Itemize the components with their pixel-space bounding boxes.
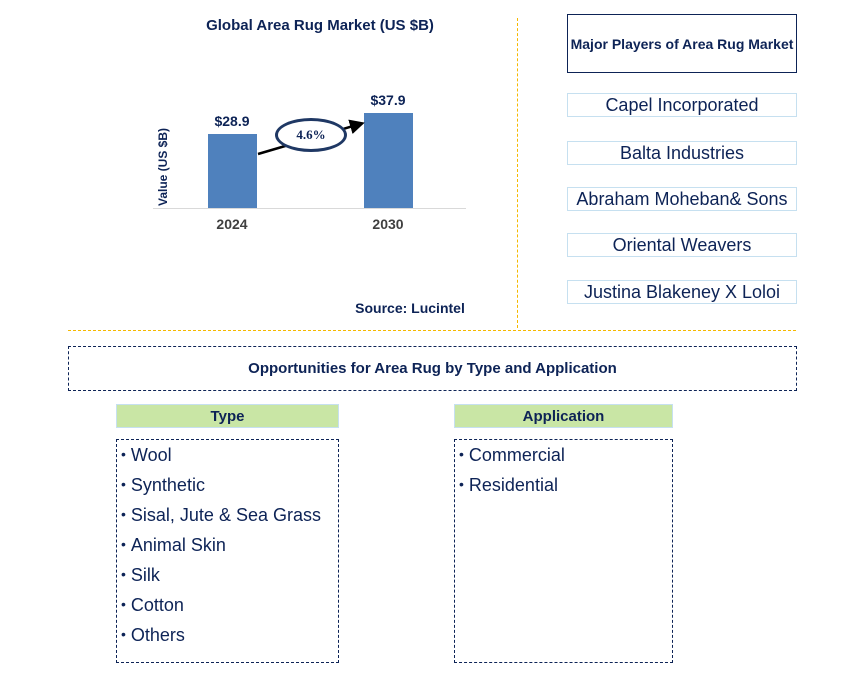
application-header: Application: [454, 404, 673, 428]
horizontal-divider: [68, 330, 796, 331]
source-label: Source: Lucintel: [355, 300, 465, 316]
type-list: Wool Synthetic Sisal, Jute & Sea Grass A…: [116, 439, 339, 663]
type-item: Silk: [117, 562, 338, 592]
player-item: Capel Incorporated: [567, 93, 797, 117]
opportunities-title: Opportunities for Area Rug by Type and A…: [68, 346, 797, 391]
type-item: Cotton: [117, 592, 338, 622]
x-axis-line: [153, 208, 466, 209]
type-header: Type: [116, 404, 339, 428]
bar-2024: [208, 134, 257, 208]
vertical-divider: [517, 18, 518, 328]
bar-value-label-2024: $28.9: [214, 113, 250, 129]
player-item: Abraham Moheban& Sons: [567, 187, 797, 211]
cagr-badge: 4.6%: [275, 118, 347, 152]
application-list: Commercial Residential: [454, 439, 673, 663]
chart-title: Global Area Rug Market (US $B): [206, 17, 434, 34]
application-item: Residential: [455, 472, 672, 502]
type-item: Others: [117, 622, 338, 652]
bar-value-label-2030: $37.9: [370, 92, 406, 108]
player-item: Justina Blakeney X Loloi: [567, 280, 797, 304]
y-axis-label: Value (US $B): [156, 127, 170, 207]
type-item: Synthetic: [117, 472, 338, 502]
players-title: Major Players of Area Rug Market: [567, 14, 797, 73]
x-tick-2030: 2030: [372, 216, 404, 232]
player-item: Oriental Weavers: [567, 233, 797, 257]
bar-2030: [364, 113, 413, 208]
type-item: Animal Skin: [117, 532, 338, 562]
player-item: Balta Industries: [567, 141, 797, 165]
x-tick-2024: 2024: [216, 216, 248, 232]
type-item: Sisal, Jute & Sea Grass: [117, 502, 338, 532]
application-item: Commercial: [455, 442, 672, 472]
type-item: Wool: [117, 442, 338, 472]
